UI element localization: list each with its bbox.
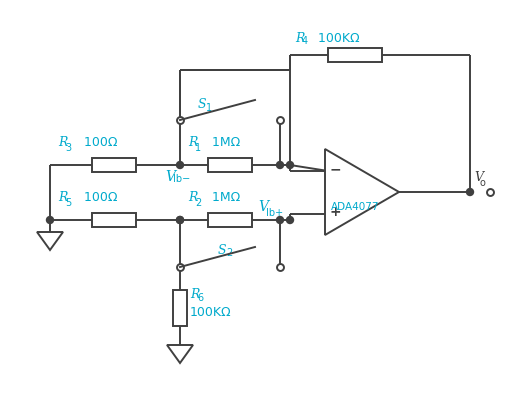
Circle shape bbox=[176, 162, 183, 168]
Text: 100KΩ: 100KΩ bbox=[190, 306, 232, 318]
Text: 6: 6 bbox=[197, 293, 203, 303]
Text: 2: 2 bbox=[226, 248, 232, 258]
Text: +: + bbox=[329, 205, 341, 220]
Text: V: V bbox=[258, 200, 268, 214]
Text: 2: 2 bbox=[195, 198, 201, 208]
Text: 100Ω: 100Ω bbox=[76, 191, 118, 204]
Text: R: R bbox=[188, 136, 197, 149]
Polygon shape bbox=[167, 345, 193, 363]
Text: ADA4077: ADA4077 bbox=[331, 202, 379, 212]
Text: 100Ω: 100Ω bbox=[76, 136, 118, 149]
Text: R: R bbox=[188, 191, 197, 204]
Text: V: V bbox=[474, 171, 483, 184]
Text: 1: 1 bbox=[195, 143, 201, 153]
Circle shape bbox=[176, 217, 183, 224]
Text: Ib+: Ib+ bbox=[266, 208, 283, 218]
Circle shape bbox=[287, 217, 294, 224]
Text: o: o bbox=[480, 178, 486, 188]
Bar bbox=[328, 48, 382, 62]
Circle shape bbox=[47, 217, 54, 224]
Circle shape bbox=[277, 217, 284, 224]
Text: 4: 4 bbox=[302, 36, 308, 46]
Text: S: S bbox=[218, 244, 227, 256]
Polygon shape bbox=[325, 149, 399, 235]
Bar bbox=[208, 213, 252, 227]
Circle shape bbox=[176, 217, 183, 224]
Text: 3: 3 bbox=[65, 143, 71, 153]
Text: R: R bbox=[58, 136, 67, 149]
Text: 1MΩ: 1MΩ bbox=[204, 191, 240, 204]
Polygon shape bbox=[37, 232, 63, 250]
Text: 1: 1 bbox=[206, 103, 212, 113]
Text: 1MΩ: 1MΩ bbox=[204, 136, 240, 149]
Text: S: S bbox=[198, 98, 207, 111]
Text: R: R bbox=[190, 289, 199, 302]
Text: 5: 5 bbox=[65, 198, 71, 208]
Bar bbox=[92, 158, 136, 172]
Text: −: − bbox=[329, 162, 341, 176]
Circle shape bbox=[466, 189, 473, 195]
Bar bbox=[173, 290, 187, 326]
Bar bbox=[208, 158, 252, 172]
Text: V: V bbox=[165, 170, 175, 184]
Circle shape bbox=[277, 162, 284, 168]
Circle shape bbox=[287, 162, 294, 168]
Bar bbox=[92, 213, 136, 227]
Text: R: R bbox=[58, 191, 67, 204]
Text: Ib−: Ib− bbox=[173, 174, 190, 184]
Text: R: R bbox=[295, 31, 304, 45]
Text: 100KΩ: 100KΩ bbox=[310, 31, 360, 45]
